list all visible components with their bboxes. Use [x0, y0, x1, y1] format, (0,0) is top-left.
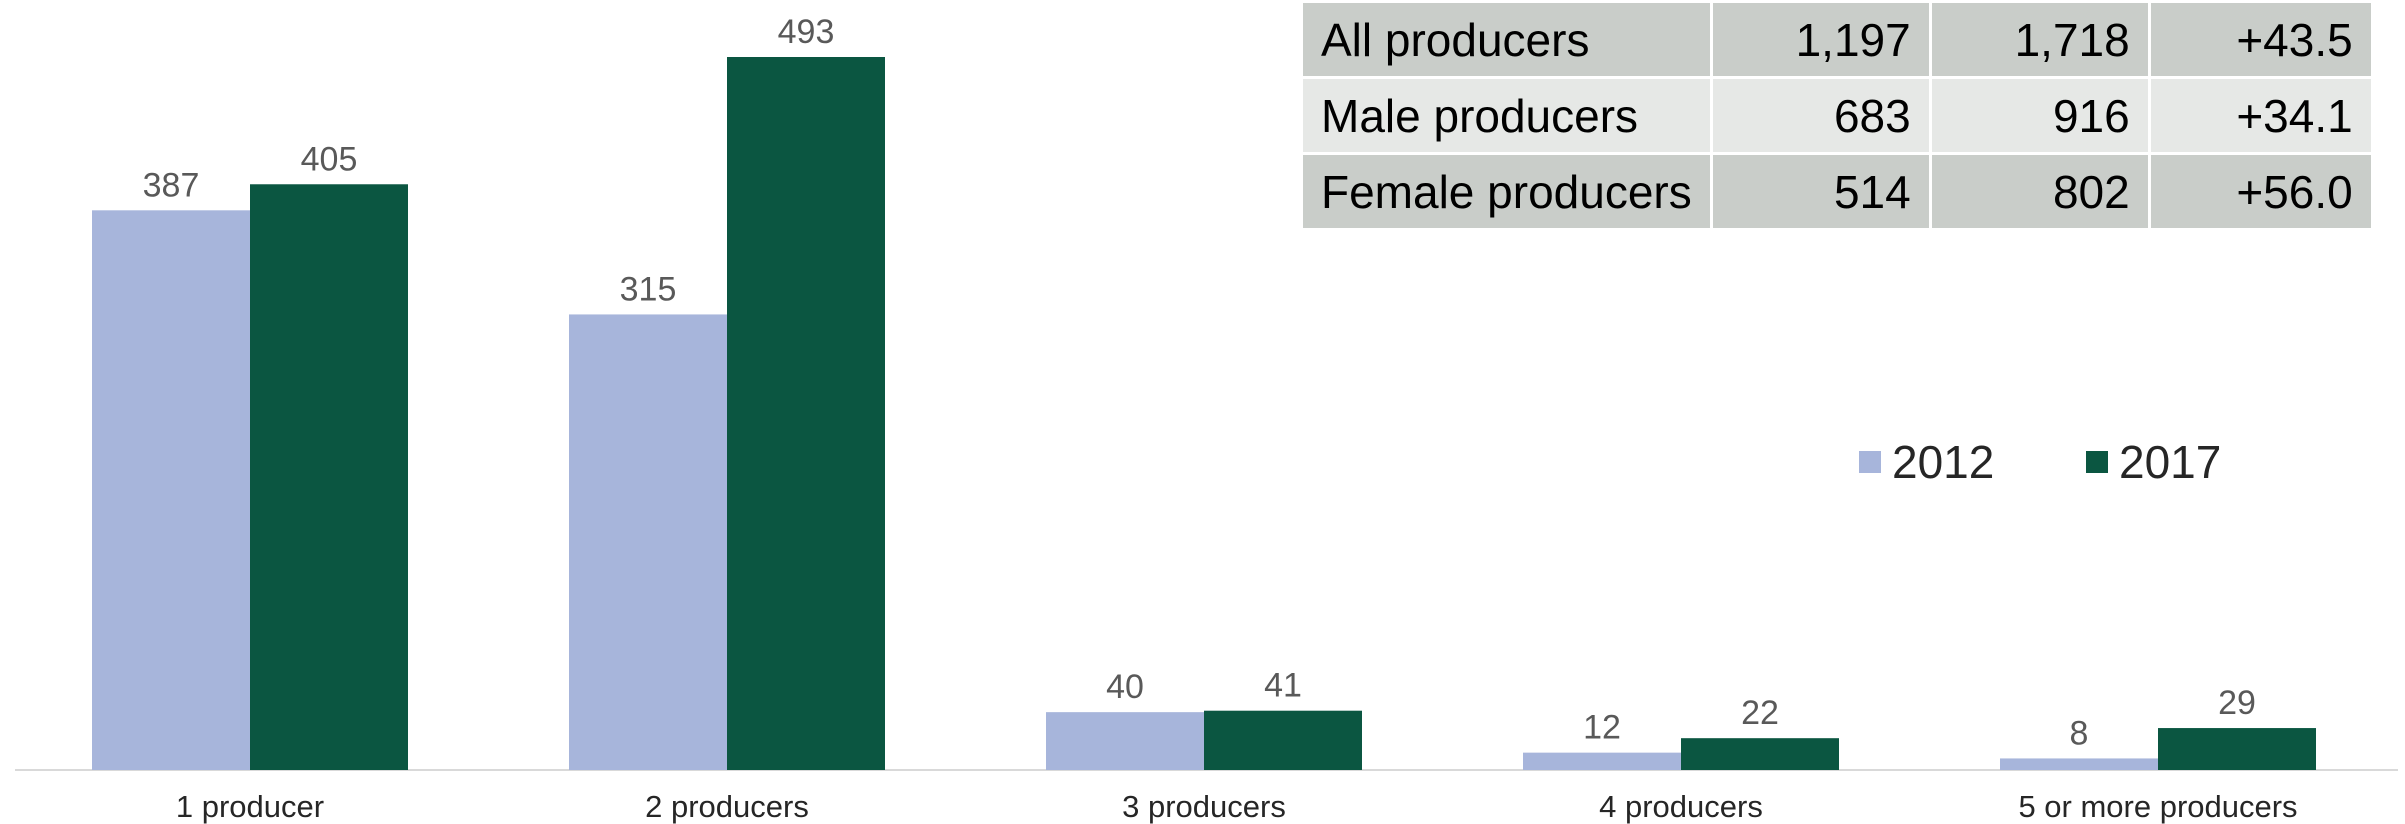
x-tick-label: 4 producers	[1599, 789, 1763, 824]
bar-2017-2	[1204, 710, 1362, 770]
x-tick-label: 5 or more producers	[2018, 789, 2297, 824]
row-label: All producers	[1300, 0, 1713, 79]
bar-2017-4	[2158, 728, 2316, 770]
value-label-2012-4: 8	[2070, 714, 2089, 752]
value-2012: 683	[1709, 76, 1932, 155]
x-tick-label: 1 producer	[176, 789, 324, 824]
legend-label-2012: 2012	[1892, 436, 1994, 488]
value-2017: 802	[1928, 152, 2151, 231]
bar-2012-4	[2000, 758, 2158, 770]
percent-change: +56.0	[2147, 152, 2374, 231]
row-label: Male producers	[1300, 76, 1713, 155]
value-label-2012-1: 315	[620, 270, 677, 308]
value-label-2012-2: 40	[1106, 668, 1144, 706]
bar-2017-0	[250, 184, 408, 770]
legend: 2012 2017	[1859, 436, 2221, 488]
table-row: Female producers 514 802 +56.0	[1300, 152, 2374, 231]
value-label-2017-3: 22	[1741, 694, 1779, 732]
bar-2017-1	[727, 57, 885, 770]
percent-change: +43.5	[2147, 0, 2374, 79]
bar-2012-1	[569, 314, 727, 770]
value-label-2017-4: 29	[2218, 684, 2256, 722]
value-2012: 514	[1709, 152, 1932, 231]
value-label-2017-0: 405	[301, 140, 358, 178]
legend-swatch-2012	[1859, 451, 1881, 473]
x-tick-labels-group: 1 producer 2 producers 3 producers 4 produc…	[176, 789, 2298, 824]
row-label: Female producers	[1300, 152, 1713, 231]
percent-change: +34.1	[2147, 76, 2374, 155]
value-label-2012-0: 387	[143, 166, 200, 204]
table-row: All producers 1,197 1,718 +43.5	[1300, 0, 2374, 79]
value-label-2012-3: 12	[1583, 709, 1621, 747]
bar-2012-3	[1523, 752, 1681, 770]
value-2017: 1,718	[1928, 0, 2151, 79]
table-row: Male producers 683 916 +34.1	[1300, 76, 2374, 155]
value-2017: 916	[1928, 76, 2151, 155]
bar-2012-0	[92, 210, 250, 770]
value-label-2017-1: 493	[778, 13, 835, 51]
bars-group	[92, 57, 2316, 770]
value-labels-group: 387 405 315 493 40 41 12 22 8 29	[143, 13, 2256, 752]
legend-swatch-2017	[2086, 451, 2108, 473]
summary-table: All producers 1,197 1,718 +43.5 Male pro…	[1300, 0, 2374, 231]
value-2012: 1,197	[1709, 0, 1932, 79]
legend-label-2017: 2017	[2119, 436, 2221, 488]
x-tick-label: 3 producers	[1122, 789, 1286, 824]
bar-2012-2	[1046, 712, 1204, 770]
bar-2017-3	[1681, 738, 1839, 770]
value-label-2017-2: 41	[1264, 667, 1302, 705]
x-tick-label: 2 producers	[645, 789, 809, 824]
